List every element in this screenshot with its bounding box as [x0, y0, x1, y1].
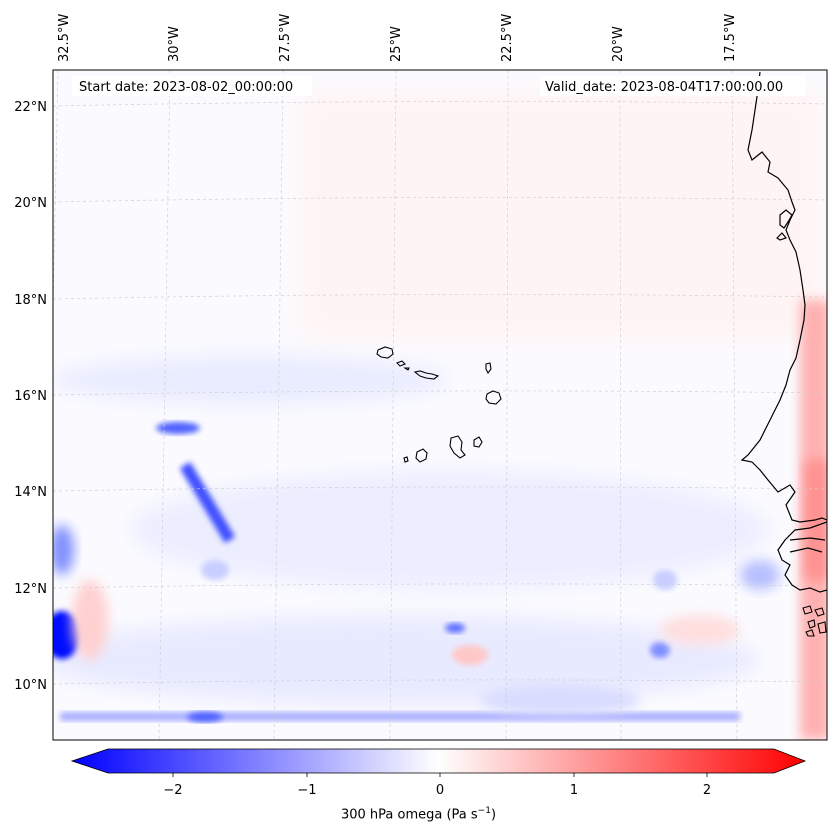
- lon-label: 27.5°W: [278, 14, 293, 62]
- lat-label: 20°N: [14, 196, 47, 211]
- gridline-22n: [53, 101, 827, 107]
- gridline-30w: [158, 70, 171, 740]
- island-boa-vista: [485, 390, 502, 405]
- lon-label: 30°W: [167, 26, 182, 62]
- field-blue-band-16n: [53, 355, 450, 405]
- gridline-22-5w: [505, 70, 509, 740]
- omega-field: [53, 70, 827, 740]
- island-fogo: [415, 448, 428, 463]
- lat-label: 12°N: [14, 582, 47, 597]
- latitude-labels: 22°N 20°N 18°N 16°N 14°N 12°N 10°N: [14, 100, 47, 693]
- field-blue-band-10n: [53, 615, 760, 705]
- colorbar-bar: [70, 748, 807, 774]
- longitude-labels: 32.5°W 30°W 27.5°W 25°W 22.5°W 20°W 17.5…: [57, 14, 738, 62]
- colorbar-label-close: ): [490, 807, 497, 823]
- field-blue-band-south: [60, 712, 740, 721]
- field-blue-spot-south: [187, 712, 223, 722]
- island-santa-luzia: [403, 367, 410, 371]
- field-faint-red-north: [300, 90, 820, 340]
- field-blue-streak: [179, 461, 236, 544]
- lon-label: 32.5°W: [57, 14, 72, 62]
- field-red-patch: [452, 645, 488, 665]
- field-blue-patch-5: [740, 560, 780, 590]
- bissagos-islands: [802, 605, 827, 637]
- guinea-coast: [777, 521, 827, 593]
- valid-date-box: [540, 76, 806, 96]
- lon-label: 25°W: [389, 26, 404, 62]
- field-blue-band-12n: [130, 470, 770, 590]
- gridline-12n: [53, 583, 827, 589]
- colorbar-ticks: [172, 773, 708, 777]
- colorbar-tick-label: 2: [703, 783, 711, 798]
- cap-blanc-detail: [776, 209, 793, 241]
- gridline-18n: [53, 294, 827, 300]
- island-brava: [403, 456, 409, 463]
- latitude-gridlines: [53, 101, 827, 685]
- lat-label: 18°N: [14, 293, 47, 308]
- field-blue-patch-4: [201, 560, 229, 580]
- gridline-27-5w: [273, 70, 284, 740]
- field-red-patch-2: [660, 615, 740, 645]
- african-coastline: [740, 71, 827, 523]
- colorbar-tick-label: 0: [436, 783, 444, 798]
- gridline-10n: [53, 679, 827, 685]
- colorbar-tick-label: 1: [570, 783, 578, 798]
- colorbar-label-exponent: −1: [477, 806, 491, 816]
- field-blue-spot-15n: [156, 422, 200, 434]
- island-santiago: [449, 435, 466, 459]
- gambia-detail: [789, 537, 826, 553]
- field-red-patch-west: [72, 580, 108, 660]
- map-frame: [52, 69, 828, 741]
- gridline-20w: [619, 70, 622, 740]
- valid-date-label: Valid_date: 2023-08-04T17:00:00.00: [545, 80, 783, 95]
- lon-label: 22.5°W: [500, 14, 515, 62]
- field-blue-west-12n: [53, 525, 74, 575]
- lat-label: 16°N: [14, 389, 47, 404]
- lon-label: 17.5°W: [723, 14, 738, 62]
- island-maio: [473, 436, 483, 448]
- lat-label: 10°N: [14, 678, 47, 693]
- gridline-25w: [389, 70, 397, 740]
- start-date-label: Start date: 2023-08-02_00:00:00: [79, 80, 293, 95]
- cape-verde-islands: [376, 346, 502, 463]
- island-sao-nicolau: [413, 370, 440, 380]
- field-blue-patch-2: [650, 642, 670, 658]
- gridline-14n: [53, 486, 827, 492]
- gridline-16n: [53, 390, 827, 396]
- lat-label: 14°N: [14, 485, 47, 500]
- colorbar-tick-label: −2: [163, 783, 182, 798]
- start-date-box: [72, 76, 312, 96]
- longitude-gridlines: [53, 70, 738, 740]
- field-blue-patch-6: [480, 685, 640, 715]
- lat-label: 22°N: [14, 100, 47, 115]
- colorbar-tick-label: −1: [297, 783, 316, 798]
- island-santo-antao: [376, 346, 394, 359]
- colorbar: −2 −1 0 1 2: [70, 748, 807, 798]
- colorbar-label: 300 hPa omega (Pa s−1): [0, 806, 837, 822]
- gridline-17-5w: [731, 70, 738, 740]
- gridline-20n: [53, 197, 827, 203]
- field-blue-patch-3: [653, 570, 677, 590]
- field-blue-patch-1: [445, 623, 465, 633]
- colorbar-label-main: 300 hPa omega (Pa s: [340, 807, 478, 823]
- island-sal: [485, 362, 492, 375]
- island-sao-vicente: [396, 360, 406, 367]
- colorbar-tick-labels: −2 −1 0 1 2: [163, 783, 711, 798]
- lon-label: 20°W: [611, 26, 626, 62]
